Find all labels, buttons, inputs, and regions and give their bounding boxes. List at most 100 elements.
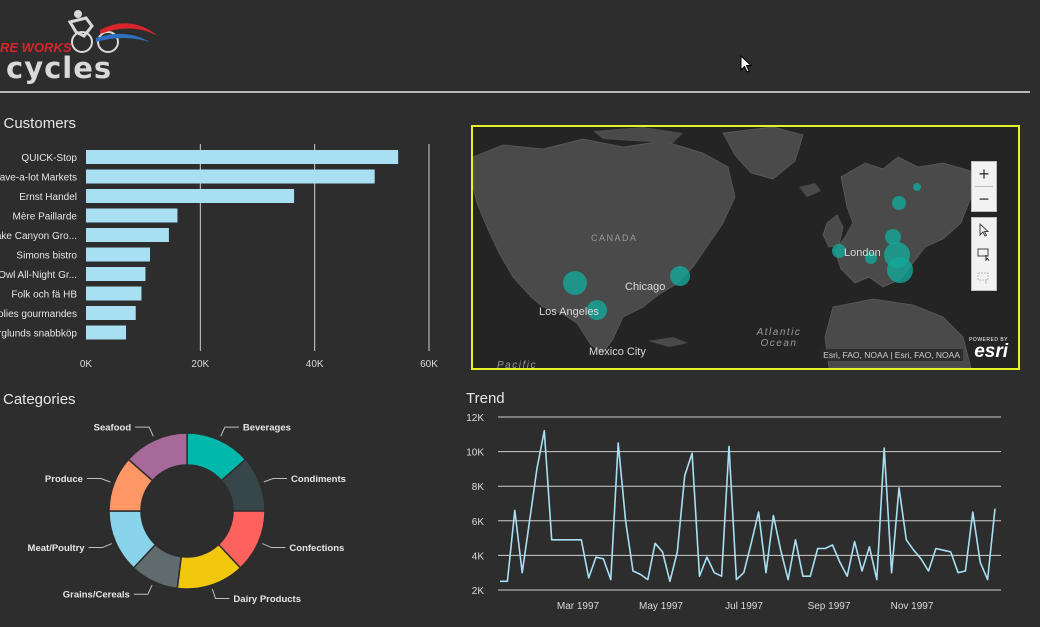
- bar-category-label: nake Canyon Gro...: [0, 231, 77, 242]
- bar-category-label: Owl All-Night Gr...: [0, 270, 77, 281]
- rectangle-select-icon[interactable]: [972, 242, 996, 266]
- logo-line2: cycles: [6, 51, 112, 85]
- bubble-finland[interactable]: [913, 183, 921, 191]
- trend-x-tick-label: Nov 1997: [891, 601, 934, 612]
- esri-logo: POWERED BY esri: [969, 337, 1008, 362]
- map-label-london: London: [844, 247, 881, 259]
- bar-mark[interactable]: [86, 267, 146, 281]
- map-select-controls: [971, 217, 997, 291]
- categories-donut-chart[interactable]: Beverages Condiments Confections Dairy Prod…: [0, 415, 440, 627]
- bar-mark[interactable]: [86, 150, 399, 164]
- donut-slice-label: Condiments: [291, 474, 346, 485]
- north-america-landmass: [473, 138, 736, 354]
- trend-y-tick-label: 12K: [466, 413, 484, 424]
- bar-x-tick-label: 20K: [191, 359, 209, 370]
- donut-leader-line: [262, 543, 286, 549]
- bar-category-label: Folies gourmandes: [0, 309, 77, 320]
- donut-slice-label: Confections: [289, 543, 344, 554]
- bubble-belgium[interactable]: [865, 252, 877, 264]
- donut-leader-line: [135, 426, 154, 437]
- trend-line-chart[interactable]: 2K 4K 6K 8K 10K 12K Mar 1997 May 1997 Jul 1997 Se…: [460, 405, 1020, 627]
- trend-x-tick-label: Jul 1997: [725, 601, 763, 612]
- bubble-los-angeles[interactable]: [587, 300, 607, 320]
- bar-x-tick-label: 40K: [306, 359, 324, 370]
- bar-mark[interactable]: [86, 189, 295, 203]
- map-label-mexico-city: Mexico City: [589, 346, 646, 358]
- esri-brand-text: esri: [974, 341, 1008, 362]
- customer-map[interactable]: CANADA Chicago Los Angeles Mexico City L…: [471, 125, 1020, 370]
- zoom-out-icon[interactable]: −: [978, 189, 990, 209]
- lasso-select-icon[interactable]: [972, 266, 996, 290]
- map-label-los-angeles: Los Angeles: [539, 306, 599, 318]
- trend-series-line[interactable]: [500, 429, 996, 583]
- trend-y-tick-label: 2K: [472, 586, 485, 597]
- bar-x-tick-label: 60K: [420, 359, 438, 370]
- bar-category-label: Simons bistro: [16, 251, 77, 262]
- trend-y-tick-label: 4K: [472, 551, 485, 562]
- trend-y-tick-label: 10K: [466, 448, 484, 459]
- bar-x-tick-label: 0K: [80, 359, 93, 370]
- bar-category-label: Mère Paillarde: [13, 212, 78, 223]
- map-label-atlantic: Atlantic Ocean: [749, 327, 809, 349]
- donut-chart-title: Categories: [3, 391, 76, 408]
- esri-powered-text: POWERED BY: [969, 337, 1008, 343]
- bar-chart-title: 0 Customers: [0, 115, 77, 132]
- trend-y-tick-label: 8K: [472, 482, 485, 493]
- bubble-uk[interactable]: [832, 244, 846, 258]
- cyclist-logo-icon: RE WORKS cycles: [0, 10, 158, 85]
- bar-category-label: Folk och fä HB: [11, 290, 77, 301]
- bar-category-label: Ernst Handel: [19, 192, 77, 203]
- cuba-landmass: [648, 337, 688, 347]
- donut-slice[interactable]: [127, 432, 188, 482]
- donut-leader-line: [133, 584, 153, 595]
- donut-leader-line: [263, 477, 288, 483]
- bar-mark[interactable]: [86, 325, 127, 340]
- arctic-islands: [593, 127, 683, 143]
- donut-slice-label: Produce: [45, 474, 83, 485]
- trend-x-tick-label: Mar 1997: [557, 601, 600, 612]
- map-zoom-controls: + −: [971, 161, 997, 212]
- donut-leader-line: [220, 426, 239, 437]
- donut-leader-line: [88, 543, 112, 549]
- trend-x-tick-label: May 1997: [639, 601, 683, 612]
- bar-mark[interactable]: [86, 247, 151, 262]
- map-label-canada: CANADA: [591, 233, 638, 243]
- bar-mark[interactable]: [86, 208, 178, 223]
- donut-slice-label: Beverages: [243, 423, 291, 434]
- bar-mark[interactable]: [86, 306, 136, 320]
- bar-mark[interactable]: [86, 169, 375, 184]
- logo-line1: RE WORKS: [0, 40, 72, 55]
- donut-leader-line: [211, 588, 230, 599]
- mouse-cursor-icon: [740, 55, 753, 73]
- map-label-pacific: Pacific: [497, 360, 537, 370]
- company-logo: RE WORKS cycles: [0, 8, 170, 86]
- donut-slice-label: Seafood: [94, 423, 132, 434]
- customers-bar-chart[interactable]: 0K 20K 40K 60K QUICK-Stop Save-a-lot Markets E…: [0, 140, 450, 370]
- map-label-atlantic-line1: Atlantic: [756, 327, 802, 338]
- bubble-los-angeles-north[interactable]: [563, 271, 587, 295]
- header-divider: [0, 91, 1030, 93]
- bar-mark[interactable]: [86, 286, 142, 301]
- donut-slice-label: Dairy Products: [233, 594, 301, 605]
- bubble-germany-south[interactable]: [887, 257, 913, 283]
- zoom-in-icon[interactable]: +: [978, 164, 990, 184]
- bubble-chicago-east[interactable]: [670, 266, 690, 286]
- map-canvas[interactable]: [473, 127, 1018, 368]
- select-pointer-icon[interactable]: [972, 218, 996, 242]
- donut-slice-label: Grains/Cereals: [63, 590, 130, 601]
- bar-mark[interactable]: [86, 228, 169, 242]
- map-label-atlantic-line2: Ocean: [760, 338, 798, 349]
- map-label-chicago: Chicago: [625, 281, 666, 293]
- map-attribution: Esri, FAO, NOAA | Esri, FAO, NOAA: [820, 349, 963, 361]
- map-bubbles[interactable]: [563, 183, 921, 320]
- bar-category-label: erglunds snabbköp: [0, 329, 77, 340]
- trend-y-tick-label: 6K: [472, 517, 485, 528]
- bubble-sweden[interactable]: [892, 196, 906, 210]
- iceland-landmass: [799, 183, 821, 197]
- trend-x-tick-label: Sep 1997: [808, 601, 851, 612]
- greenland-landmass: [722, 127, 804, 180]
- donut-leader-line: [86, 477, 111, 483]
- bar-category-label: Save-a-lot Markets: [0, 173, 77, 184]
- bubble-denmark[interactable]: [885, 229, 901, 245]
- donut-slice-label: Meat/Poultry: [28, 543, 86, 554]
